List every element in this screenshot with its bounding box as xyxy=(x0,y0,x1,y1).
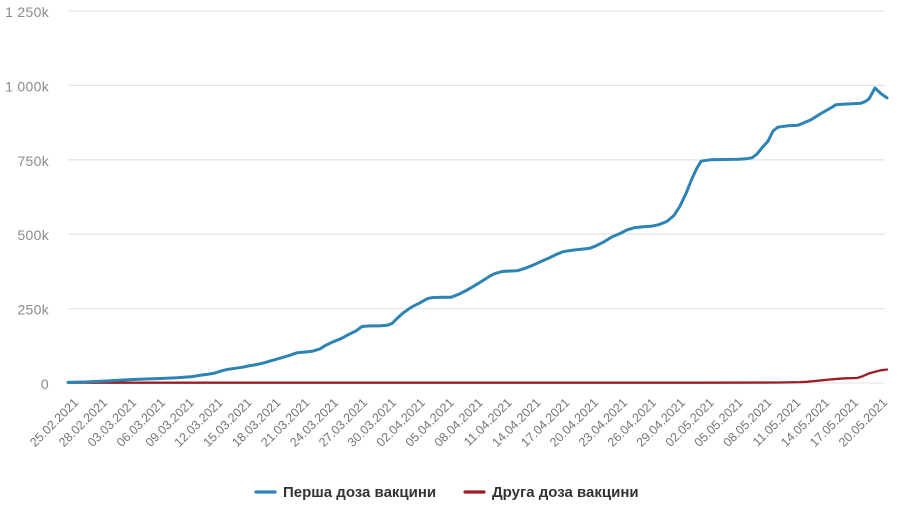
svg-text:250k: 250k xyxy=(17,302,49,318)
svg-text:Перша доза вакцини: Перша доза вакцини xyxy=(283,484,436,501)
svg-text:0: 0 xyxy=(41,376,49,392)
svg-text:1 000k: 1 000k xyxy=(5,78,50,94)
svg-text:Друга доза вакцини: Друга доза вакцини xyxy=(492,484,639,501)
svg-text:750k: 750k xyxy=(17,153,49,169)
svg-text:1 250k: 1 250k xyxy=(5,4,50,20)
svg-text:500k: 500k xyxy=(17,227,49,243)
